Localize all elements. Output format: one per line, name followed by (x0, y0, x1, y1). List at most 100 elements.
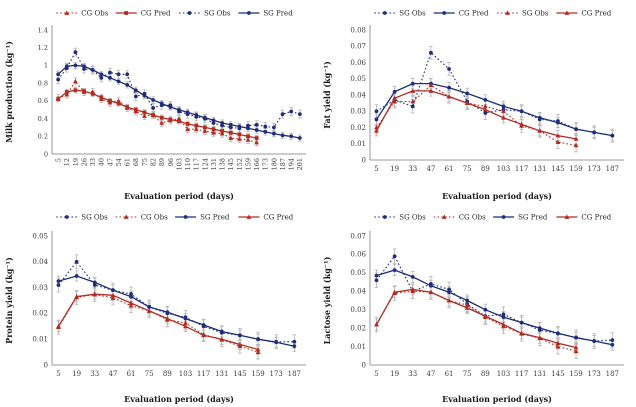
svg-text:5: 5 (374, 165, 378, 173)
svg-text:SG Obs: SG Obs (399, 9, 426, 17)
svg-text:0.02: 0.02 (32, 310, 48, 318)
svg-text:CG Pred: CG Pred (459, 9, 489, 17)
svg-text:117: 117 (197, 370, 210, 378)
panel-protein-yield: 0 0.01 0.02 0.03 0.04 0.05 5 19 33 47 61 75 89 103 117… (0, 204, 318, 407)
svg-text:54: 54 (115, 158, 123, 166)
svg-text:1.4: 1.4 (38, 26, 48, 34)
svg-text:SG Pred: SG Pred (200, 213, 230, 221)
svg-text:159: 159 (569, 165, 582, 173)
svg-text:187: 187 (288, 370, 301, 378)
svg-text:68: 68 (132, 158, 140, 166)
svg-text:0.05: 0.05 (350, 269, 366, 277)
svg-text:Evaluation period (days): Evaluation period (days) (442, 394, 552, 404)
svg-text:SG Obs: SG Obs (81, 213, 108, 221)
svg-text:159: 159 (244, 158, 252, 170)
svg-text:26: 26 (80, 158, 88, 166)
svg-text:131: 131 (533, 370, 546, 378)
svg-text:89: 89 (481, 165, 490, 173)
svg-text:0.06: 0.06 (350, 59, 366, 67)
svg-text:117: 117 (515, 165, 528, 173)
svg-text:159: 159 (251, 370, 264, 378)
svg-text:CG Obs: CG Obs (459, 213, 486, 221)
svg-text:0: 0 (362, 361, 366, 369)
svg-text:Fat yield (kg⁻¹): Fat yield (kg⁻¹) (322, 61, 332, 129)
svg-text:CG Pred: CG Pred (263, 213, 293, 221)
svg-text:117: 117 (193, 158, 201, 170)
svg-text:173: 173 (270, 370, 283, 378)
svg-text:12: 12 (63, 158, 71, 166)
svg-text:152: 152 (236, 158, 244, 170)
svg-text:159: 159 (569, 370, 582, 378)
svg-text:0: 0 (44, 361, 48, 369)
svg-text:CG Pred: CG Pred (141, 9, 171, 17)
svg-text:0.03: 0.03 (350, 306, 366, 314)
svg-text:CG Pred: CG Pred (581, 9, 611, 17)
svg-text:47: 47 (426, 165, 435, 173)
svg-text:SG Obs: SG Obs (522, 9, 549, 17)
svg-text:Protein yield (kg⁻¹): Protein yield (kg⁻¹) (4, 257, 14, 344)
svg-text:131: 131 (210, 158, 218, 170)
svg-text:5: 5 (55, 158, 63, 162)
svg-text:47: 47 (426, 370, 435, 378)
svg-text:0: 0 (362, 156, 366, 164)
svg-text:0.02: 0.02 (350, 124, 366, 132)
svg-text:0.07: 0.07 (350, 43, 366, 51)
svg-text:SG Pred: SG Pred (263, 9, 293, 17)
svg-text:0.8: 0.8 (38, 79, 48, 87)
svg-text:0.04: 0.04 (350, 91, 366, 99)
svg-text:75: 75 (145, 370, 154, 378)
svg-text:82: 82 (150, 158, 158, 166)
svg-text:19: 19 (72, 370, 81, 378)
panel-milk-production: 0 0.2 0.4 0.6 0.8 1 1.2 1.4 5 12 19 26 33 40 47 54 61 68 7… (0, 0, 318, 204)
svg-text:SG Obs: SG Obs (204, 9, 231, 17)
svg-text:1.2: 1.2 (38, 44, 48, 52)
svg-text:117: 117 (515, 370, 528, 378)
svg-text:0.6: 0.6 (38, 97, 48, 105)
svg-text:131: 131 (215, 370, 228, 378)
svg-text:124: 124 (201, 158, 209, 170)
svg-text:47: 47 (106, 158, 114, 166)
svg-text:19: 19 (72, 158, 80, 166)
svg-text:187: 187 (279, 158, 287, 170)
svg-text:33: 33 (90, 370, 99, 378)
svg-text:180: 180 (270, 158, 278, 170)
svg-text:89: 89 (163, 370, 172, 378)
svg-text:19: 19 (390, 370, 399, 378)
protein-yield-chart: 0 0.01 0.02 0.03 0.04 0.05 5 19 33 47 61 75 89 103 117… (4, 213, 306, 404)
svg-text:SG Obs: SG Obs (399, 213, 426, 221)
svg-text:103: 103 (179, 370, 192, 378)
svg-text:89: 89 (158, 158, 166, 166)
svg-text:0.01: 0.01 (350, 343, 366, 351)
svg-text:173: 173 (588, 165, 601, 173)
svg-text:0.02: 0.02 (350, 324, 366, 332)
svg-text:187: 187 (606, 370, 619, 378)
svg-text:0.07: 0.07 (350, 232, 366, 240)
svg-text:61: 61 (445, 370, 454, 378)
panel-lactose-yield: 0 0.01 0.02 0.03 0.04 0.05 0.06 0.07 5 19 33 47 61 75… (318, 204, 636, 407)
svg-text:0.01: 0.01 (350, 140, 366, 148)
svg-text:0.04: 0.04 (32, 258, 48, 266)
svg-text:0: 0 (44, 150, 48, 158)
svg-text:Lactose yield (kg⁻¹): Lactose yield (kg⁻¹) (322, 256, 332, 344)
svg-text:Evaluation period (days): Evaluation period (days) (124, 394, 234, 404)
svg-text:0.08: 0.08 (350, 26, 366, 34)
svg-text:173: 173 (588, 370, 601, 378)
svg-text:131: 131 (533, 165, 546, 173)
svg-text:Milk production (kg⁻¹): Milk production (kg⁻¹) (4, 41, 14, 143)
svg-text:61: 61 (124, 158, 132, 166)
svg-text:33: 33 (408, 370, 417, 378)
svg-text:187: 187 (606, 165, 619, 173)
svg-text:0.4: 0.4 (38, 115, 48, 123)
svg-text:5: 5 (374, 370, 378, 378)
svg-text:61: 61 (127, 370, 136, 378)
svg-text:0.05: 0.05 (32, 232, 48, 240)
svg-text:145: 145 (227, 158, 235, 170)
milk-production-chart: 0 0.2 0.4 0.6 0.8 1 1.2 1.4 5 12 19 26 33 40 47 54 61 68 7… (4, 9, 306, 201)
svg-text:138: 138 (219, 158, 227, 170)
svg-text:0.2: 0.2 (38, 133, 48, 141)
svg-text:0.06: 0.06 (350, 251, 366, 259)
svg-text:0.03: 0.03 (350, 108, 366, 116)
svg-text:0.04: 0.04 (350, 288, 366, 296)
svg-text:145: 145 (551, 165, 564, 173)
